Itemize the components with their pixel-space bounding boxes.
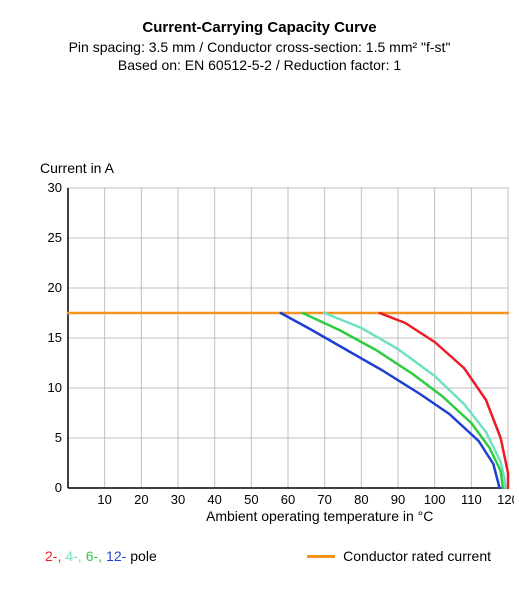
x-axis-label: Ambient operating temperature in °C: [206, 508, 433, 524]
svg-text:110: 110: [461, 492, 482, 507]
svg-text:90: 90: [391, 492, 405, 507]
chart: 10 20 30 40 50 60 70 80 90 100 110 120 0 5 10 15 20 25 30: [40, 182, 514, 515]
legend-pole-item: 4-,: [65, 548, 85, 564]
legend-poles-suffix: pole: [130, 548, 156, 564]
svg-text:10: 10: [97, 492, 111, 507]
svg-text:120: 120: [497, 492, 514, 507]
svg-text:50: 50: [244, 492, 258, 507]
svg-text:25: 25: [48, 230, 62, 245]
chart-svg: 10 20 30 40 50 60 70 80 90 100 110 120 0 5 10 15 20 25 30: [40, 182, 514, 510]
svg-text:15: 15: [48, 330, 62, 345]
svg-text:0: 0: [55, 480, 62, 495]
title-line3: Based on: EN 60512-5-2 / Reduction facto…: [0, 56, 519, 74]
svg-text:100: 100: [424, 492, 446, 507]
legend-poles: 2-,4-,6-,12-: [45, 548, 130, 564]
legend-pole-item: 6-,: [86, 548, 106, 564]
svg-text:10: 10: [48, 380, 62, 395]
svg-text:30: 30: [48, 182, 62, 195]
title-line2: Pin spacing: 3.5 mm / Conductor cross-se…: [0, 38, 519, 56]
legend-rated: Conductor rated current: [307, 548, 491, 564]
svg-text:40: 40: [207, 492, 221, 507]
svg-text:70: 70: [317, 492, 331, 507]
svg-text:60: 60: [281, 492, 295, 507]
svg-text:5: 5: [55, 430, 62, 445]
svg-text:30: 30: [171, 492, 185, 507]
rated-swatch: [307, 555, 335, 558]
legend-pole-item: 12-: [106, 548, 130, 564]
title-line1: Current-Carrying Capacity Curve: [0, 18, 519, 38]
title-block: Current-Carrying Capacity Curve Pin spac…: [0, 0, 519, 74]
legend-rated-label: Conductor rated current: [343, 548, 491, 564]
y-axis-label: Current in A: [40, 160, 114, 176]
legend: 2-,4-,6-,12- pole Conductor rated curren…: [45, 548, 499, 564]
svg-text:80: 80: [354, 492, 368, 507]
svg-text:20: 20: [134, 492, 148, 507]
legend-pole-item: 2-,: [45, 548, 65, 564]
svg-text:20: 20: [48, 280, 62, 295]
